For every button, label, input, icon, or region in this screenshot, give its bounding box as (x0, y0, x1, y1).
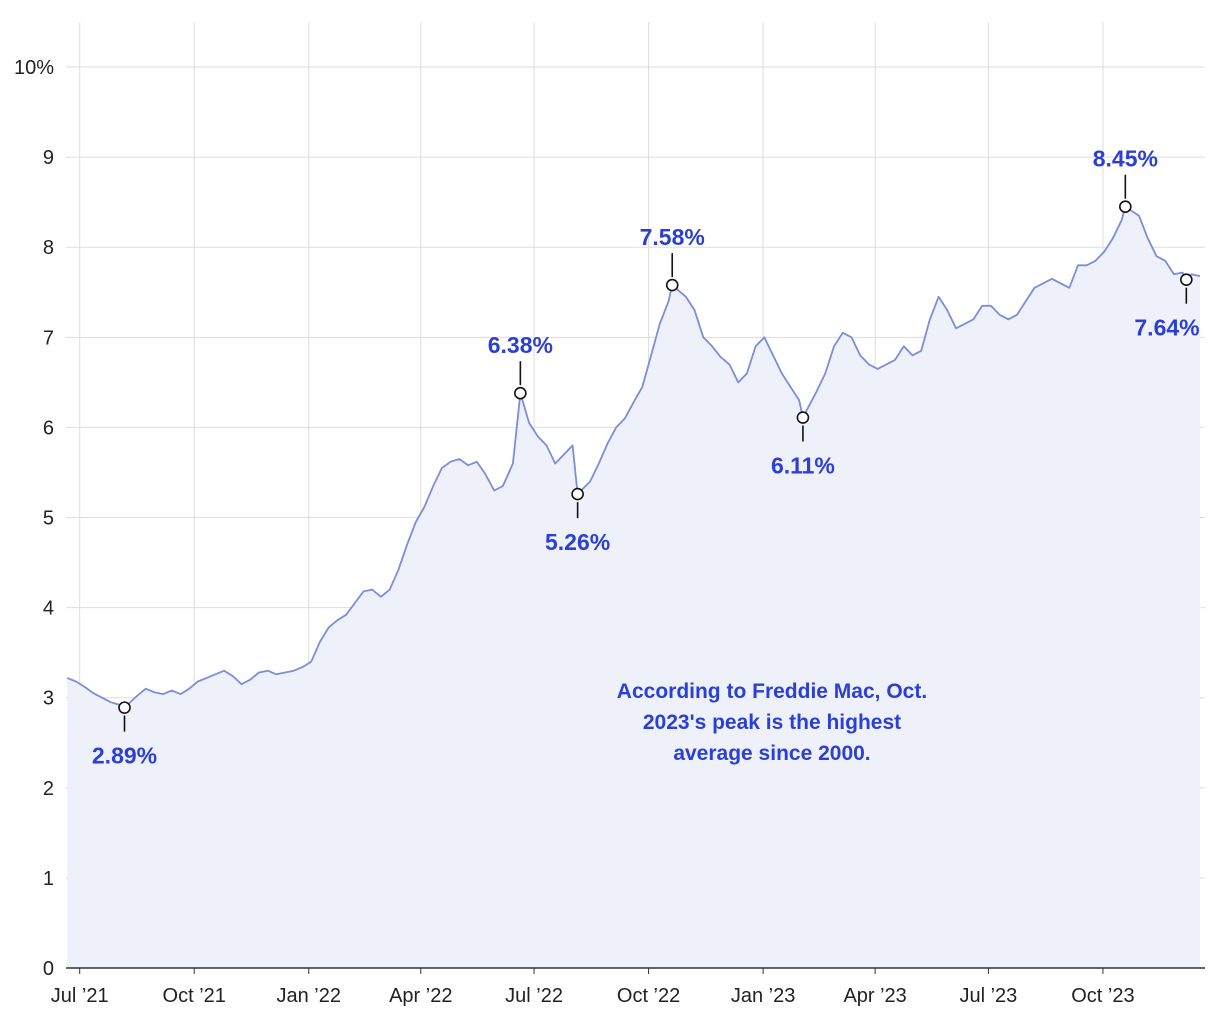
note-line-3: average since 2000. (673, 742, 870, 765)
y-tick-label: 6 (43, 417, 54, 439)
annotation-label: 8.45% (1093, 146, 1158, 172)
x-tick-label: Apr ’22 (389, 985, 452, 1007)
series-line (66, 205, 1201, 709)
y-tick-label: 8 (43, 237, 54, 259)
note-line-2: 2023's peak is the highest (643, 711, 901, 734)
x-tick-label: Apr ’23 (843, 985, 906, 1007)
annotation-label: 6.11% (771, 453, 835, 479)
annotation-label: 6.38% (488, 332, 553, 358)
axis-layer: 0 1 2 3 4 5 6 7 8 9 10% Jul ’21 Oct ’21 Jan ’22 Apr ’2… (14, 57, 1205, 1007)
y-tick-label: 7 (43, 327, 54, 349)
y-tick-label: 10% (14, 57, 54, 79)
series-area (67, 206, 1201, 968)
annotation-marker (514, 386, 527, 400)
x-tick-label: Jan ’22 (276, 985, 341, 1007)
annotation-marker (1119, 200, 1132, 213)
annotation-label: 5.26% (545, 529, 610, 555)
annotation-marker (118, 701, 131, 714)
area-layer (66, 205, 1201, 968)
annotation-label: 7.58% (640, 224, 705, 250)
x-tick-label: Jul ’21 (51, 985, 109, 1007)
y-tick-label: 9 (43, 147, 54, 169)
x-tick-label: Oct ’23 (1071, 985, 1134, 1007)
x-tick-label: Oct ’21 (163, 985, 226, 1007)
chart-note: According to Freddie Mac, Oct. 2023's pe… (617, 680, 927, 765)
y-tick-label: 0 (43, 958, 54, 980)
x-tick-label: Oct ’22 (617, 985, 680, 1007)
x-tick-label: Jul ’23 (959, 985, 1017, 1007)
y-tick-label: 1 (43, 868, 54, 890)
y-tick-label: 5 (43, 508, 54, 530)
note-line-1: According to Freddie Mac, Oct. (617, 680, 927, 703)
x-tick-label: Jan ’23 (731, 985, 796, 1007)
annotation-label: 7.64% (1134, 315, 1199, 341)
annotation-marker (571, 487, 584, 501)
annotation-marker (796, 411, 810, 424)
annotation-label: 2.89% (92, 743, 157, 769)
y-tick-label: 2 (43, 778, 54, 800)
annotation-layer: 2.89% 6.38% 5.26% 7.58% 6.11% 8.45% 7.64% (92, 146, 1200, 769)
y-tick-label: 4 (43, 598, 54, 620)
annotation-marker (665, 278, 679, 292)
y-tick-label: 3 (43, 688, 54, 710)
x-tick-label: Jul ’22 (505, 985, 563, 1007)
annotation-marker (1180, 273, 1193, 286)
